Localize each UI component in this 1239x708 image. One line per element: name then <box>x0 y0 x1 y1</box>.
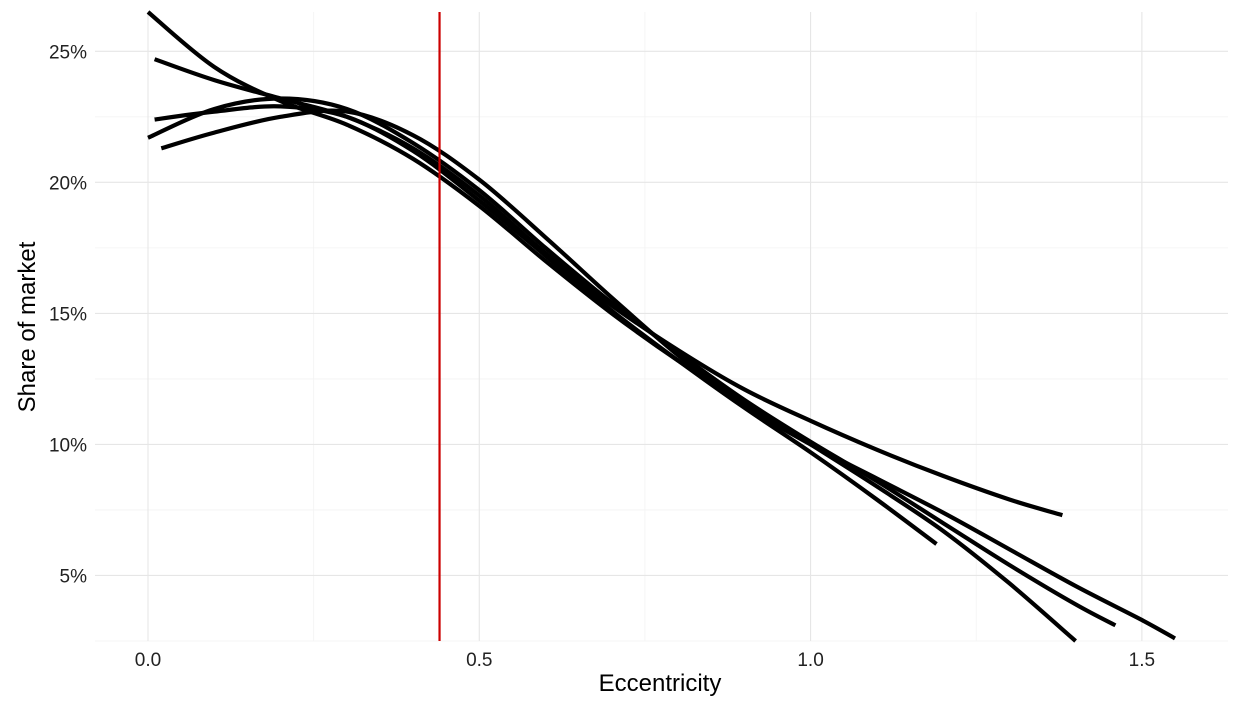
series-line-5 <box>160 108 1177 641</box>
series-lines <box>146 10 1177 643</box>
x-tick-label: 1.0 <box>797 650 823 671</box>
x-axis-title: Eccentricity <box>599 670 722 697</box>
series-line-4 <box>147 96 1117 628</box>
y-axis-title: Share of market <box>14 241 41 412</box>
y-axis-ticks: 5% 10% 15% 20% 25% <box>49 42 87 587</box>
x-tick-label: 0.5 <box>466 650 492 671</box>
series-line-2 <box>153 57 1063 518</box>
series-line-3 <box>154 104 938 546</box>
y-tick-label: 20% <box>49 173 87 194</box>
x-axis-ticks: 0.0 0.5 1.0 1.5 <box>135 650 1155 671</box>
y-tick-label: 15% <box>49 304 87 325</box>
y-tick-label: 25% <box>49 42 87 63</box>
y-tick-label: 10% <box>49 435 87 456</box>
y-tick-label: 5% <box>60 566 88 587</box>
grid <box>95 12 1228 642</box>
x-tick-label: 1.5 <box>1129 650 1155 671</box>
x-tick-label: 0.0 <box>135 650 161 671</box>
